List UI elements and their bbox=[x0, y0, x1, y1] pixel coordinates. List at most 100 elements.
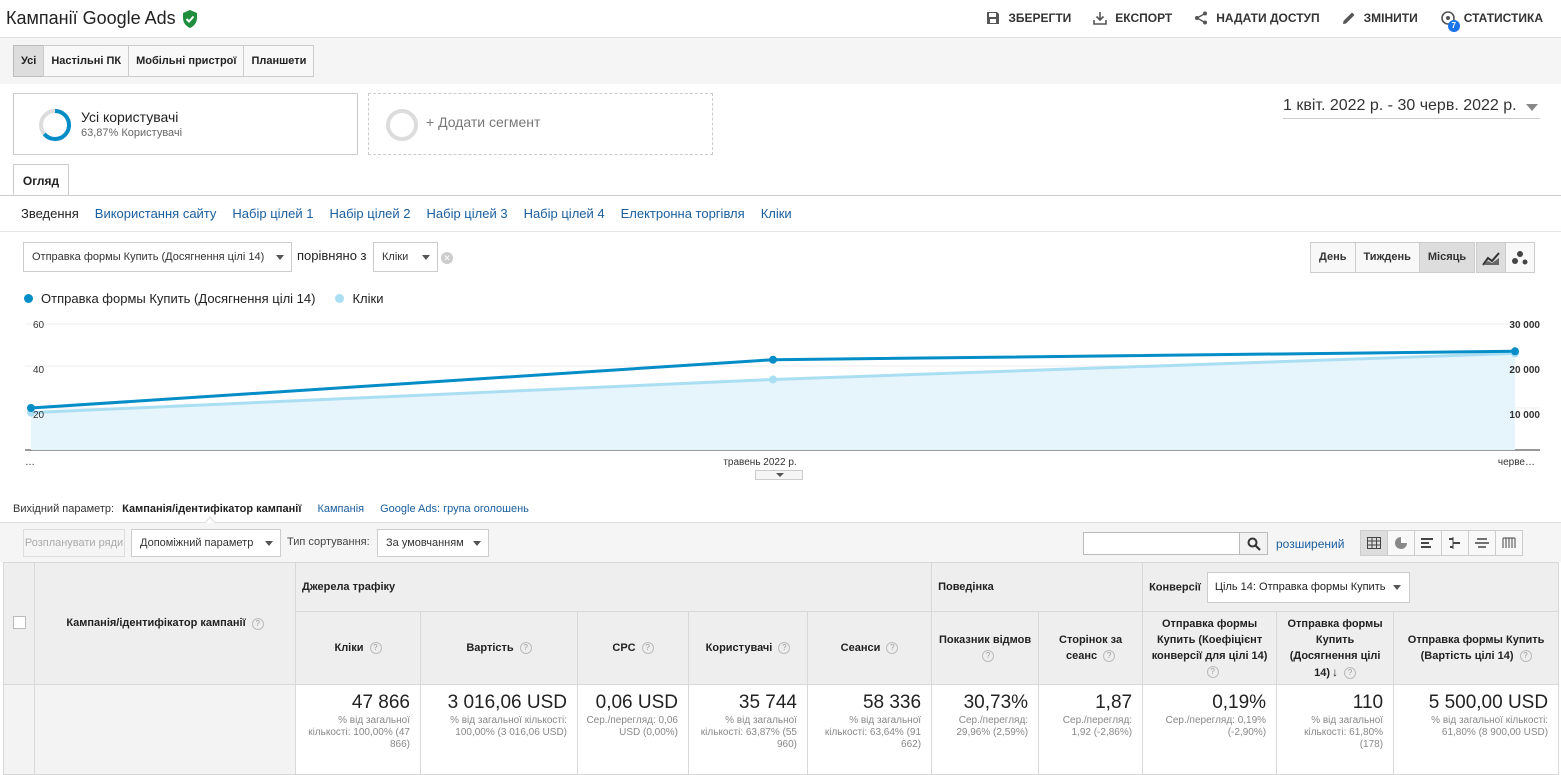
motion-chart-button[interactable] bbox=[1505, 242, 1535, 273]
help-icon[interactable]: ? bbox=[1519, 650, 1532, 663]
col-header-cpc[interactable]: CPC? bbox=[577, 611, 689, 685]
x-tick-april: … bbox=[25, 457, 35, 468]
legend-label-clicks: Кліки bbox=[352, 291, 384, 306]
period-day-button[interactable]: День bbox=[1310, 242, 1356, 273]
series-goal-point-0[interactable] bbox=[27, 404, 35, 412]
totals-spacer bbox=[3, 684, 35, 775]
view-term-cloud-button[interactable] bbox=[1468, 530, 1496, 556]
view-pivot-button[interactable] bbox=[1495, 530, 1523, 556]
series-clicks-point-1[interactable] bbox=[769, 375, 777, 384]
subnav-goal-set-4[interactable]: Набір цілей 4 bbox=[523, 206, 605, 221]
col-label: CPC bbox=[612, 642, 636, 654]
col-header-pages-per-session[interactable]: Сторінок за сеанс? bbox=[1038, 611, 1144, 685]
edit-button[interactable]: ЗМІНИТИ bbox=[1342, 10, 1418, 26]
line-chart-button[interactable] bbox=[1476, 242, 1506, 273]
primary-dimension-campaign[interactable]: Кампанія bbox=[317, 503, 365, 515]
col-header-goal-value[interactable]: Отправка формы Купить (Вартість цілі 14)… bbox=[1393, 611, 1560, 685]
share-button[interactable]: НАДАТИ ДОСТУП bbox=[1194, 10, 1320, 26]
export-button[interactable]: ЕКСПОРТ bbox=[1093, 10, 1172, 26]
subnav-goal-set-2[interactable]: Набір цілей 2 bbox=[329, 206, 411, 221]
primary-dimension-label: Вихідний параметр: bbox=[13, 503, 115, 515]
total-sub: Сер./перегляд: 0,06 USD (0,00%) bbox=[586, 715, 678, 738]
view-data-table-button[interactable] bbox=[1360, 530, 1388, 556]
left-tick-20: 20 bbox=[33, 410, 45, 421]
period-month-button[interactable]: Місяць bbox=[1418, 242, 1476, 273]
legend-dot bbox=[24, 294, 33, 303]
help-icon[interactable]: ? bbox=[982, 650, 995, 663]
group-behavior-header: Поведінка bbox=[931, 562, 1144, 612]
col-header-goal-conv-rate[interactable]: Отправка формы Купить (Коефіцієнт конвер… bbox=[1142, 611, 1278, 685]
col-label: Показник відмов bbox=[939, 634, 1032, 646]
primary-dimension-current[interactable]: Кампанія/ідентифікатор кампанії bbox=[122, 503, 302, 515]
help-icon[interactable]: ? bbox=[641, 642, 654, 655]
secondary-dimension-select[interactable]: Допоміжний параметр bbox=[131, 529, 281, 557]
total-cpc: 0,06 USD Сер./перегляд: 0,06 USD (0,00%) bbox=[577, 684, 689, 775]
sort-type-value: За умовчанням bbox=[386, 537, 464, 549]
col-label: Сторінок за сеанс bbox=[1059, 634, 1123, 662]
plot-rows-button[interactable]: Розпланувати ряди bbox=[23, 529, 125, 557]
table-search-input[interactable] bbox=[1083, 532, 1241, 555]
add-segment-button[interactable]: + Додати сегмент bbox=[368, 93, 713, 155]
chart-collapse-handle[interactable] bbox=[755, 470, 803, 480]
col-header-bounce-rate[interactable]: Показник відмов? bbox=[931, 611, 1040, 685]
insights-count-badge: 7 bbox=[1447, 20, 1460, 32]
legend-item-clicks[interactable]: Кліки bbox=[335, 291, 383, 306]
download-icon bbox=[1093, 12, 1108, 25]
select-all-checkbox[interactable] bbox=[12, 615, 26, 629]
metric2-select[interactable]: Кліки bbox=[373, 242, 438, 272]
help-icon[interactable]: ? bbox=[1206, 666, 1219, 679]
sort-type-select[interactable]: За умовчанням bbox=[377, 529, 489, 557]
period-week-button[interactable]: Тиждень bbox=[1354, 242, 1420, 273]
help-icon[interactable]: ? bbox=[1103, 650, 1116, 663]
segment-all-users[interactable]: Усі користувачі 63,87% Користувачі bbox=[13, 93, 358, 155]
subnav-goal-set-3[interactable]: Набір цілей 3 bbox=[426, 206, 508, 221]
tab-overview[interactable]: Огляд bbox=[13, 164, 69, 196]
help-icon[interactable]: ? bbox=[778, 642, 791, 655]
total-sub: Сер./перегляд: 1,92 (-2,86%) bbox=[1062, 715, 1133, 738]
help-icon[interactable]: ? bbox=[886, 642, 899, 655]
help-icon[interactable]: ? bbox=[1344, 666, 1357, 679]
right-tick-30000: 30 000 bbox=[1509, 320, 1540, 331]
col-header-users[interactable]: Користувачі? bbox=[688, 611, 808, 685]
verified-shield-icon bbox=[182, 9, 197, 28]
device-tab-all[interactable]: Усі bbox=[13, 45, 45, 77]
insights-button[interactable]: 7 СТАТИСТИКА bbox=[1440, 10, 1543, 32]
total-cost: 3 016,06 USD% від загальної кількості: 1… bbox=[420, 684, 578, 775]
legend-item-goal[interactable]: Отправка формы Купить (Досягнення цілі 1… bbox=[24, 291, 315, 306]
device-tab-desktop[interactable]: Настільні ПК bbox=[43, 45, 130, 77]
line-chart-icon bbox=[1482, 251, 1500, 266]
dimension-header[interactable]: Кампанія/ідентифікатор кампанії? bbox=[34, 562, 296, 685]
subnav-ecommerce[interactable]: Електронна торгівля bbox=[620, 206, 745, 221]
subnav-clicks[interactable]: Кліки bbox=[760, 206, 792, 221]
col-header-cost[interactable]: Вартість? bbox=[420, 611, 578, 685]
series-goal-point-2[interactable] bbox=[1511, 347, 1519, 356]
save-button[interactable]: ЗБЕРЕГТИ bbox=[986, 10, 1071, 26]
device-tab-tablet[interactable]: Планшети bbox=[243, 45, 315, 77]
view-performance-button[interactable] bbox=[1414, 530, 1442, 556]
col-header-clicks[interactable]: Кліки? bbox=[295, 611, 421, 685]
metric1-select[interactable]: Отправка формы Купить (Досягнення цілі 1… bbox=[23, 242, 292, 272]
chevron-down-icon bbox=[276, 255, 284, 260]
help-icon[interactable]: ? bbox=[369, 642, 382, 655]
subnav-goal-set-1[interactable]: Набір цілей 1 bbox=[232, 206, 314, 221]
date-range-picker[interactable]: 1 квіт. 2022 р. - 30 черв. 2022 р. bbox=[1283, 97, 1540, 119]
subnav-summary[interactable]: Зведення bbox=[21, 206, 79, 221]
col-header-goal-completions[interactable]: Отправка формы Купить (Досягнення цілі 1… bbox=[1276, 611, 1395, 685]
total-sub: % від загальної кількості: 63,64% (91 66… bbox=[824, 715, 922, 750]
total-value: 30,73% bbox=[963, 692, 1029, 713]
col-header-sessions[interactable]: Сеанси? bbox=[806, 611, 933, 685]
subnav-site-usage[interactable]: Використання сайту bbox=[94, 206, 217, 221]
help-icon[interactable]: ? bbox=[251, 617, 264, 630]
device-tab-mobile[interactable]: Мобільні пристрої bbox=[128, 45, 245, 77]
view-comparison-button[interactable] bbox=[1441, 530, 1469, 556]
chart-points bbox=[27, 347, 1519, 417]
remove-compare-icon[interactable]: ✕ bbox=[441, 252, 453, 264]
series-goal-point-1[interactable] bbox=[769, 355, 777, 364]
totals-label-cell bbox=[34, 684, 296, 775]
view-pie-button[interactable] bbox=[1387, 530, 1415, 556]
table-search-button[interactable] bbox=[1239, 532, 1268, 555]
help-icon[interactable]: ? bbox=[519, 642, 532, 655]
goal-select[interactable]: Ціль 14: Отправка формы Купить bbox=[1206, 571, 1411, 603]
primary-dimension-adgroup[interactable]: Google Ads: група оголошень bbox=[380, 503, 529, 515]
advanced-filter-link[interactable]: розширений bbox=[1276, 537, 1345, 551]
